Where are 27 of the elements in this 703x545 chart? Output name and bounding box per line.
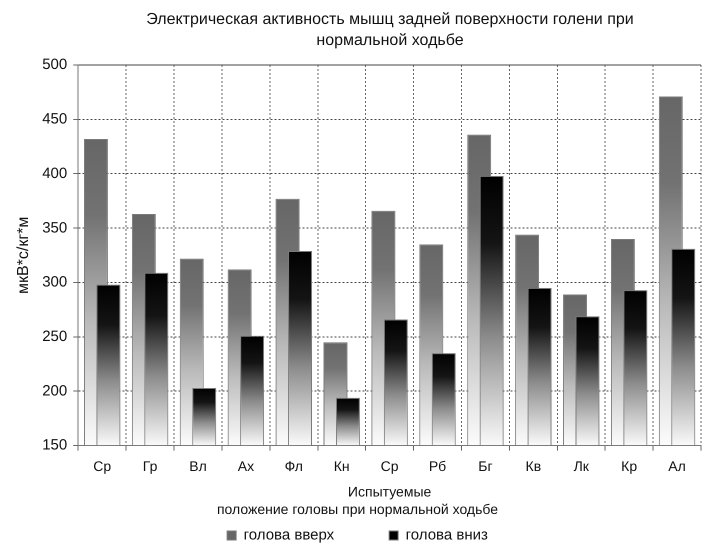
x-tick-label: Вл <box>189 458 207 474</box>
legend-title: положение головы при нормальной ходьбе <box>216 501 498 518</box>
x-tick-label: Лк <box>574 458 590 474</box>
legend-label: голова вверх <box>244 526 335 544</box>
x-tick-label: Кн <box>334 458 350 474</box>
x-tick-label: Гр <box>142 458 158 474</box>
x-tick-label: Кв <box>526 458 542 474</box>
y-tick-label: 450 <box>42 110 68 128</box>
x-tick-label: Кр <box>621 458 638 474</box>
x-tick-label: Бг <box>478 458 493 474</box>
y-axis-title: мкВ*с/кг*м <box>15 216 32 294</box>
y-tick-label: 500 <box>42 56 68 74</box>
legend-label: голова вниз <box>406 526 488 544</box>
x-tick-label: Ср <box>93 458 112 474</box>
x-tick-label: Ср <box>380 458 399 474</box>
x-tick-label: Фл <box>284 458 303 474</box>
y-tick-label: 150 <box>42 436 68 454</box>
y-tick-label: 250 <box>42 328 68 345</box>
y-tick-label: 300 <box>42 274 68 291</box>
y-tick-label: 350 <box>42 219 68 236</box>
x-tick-label: Ал <box>668 458 686 474</box>
x-tick-label: Ах <box>238 458 254 474</box>
y-tick-label: 400 <box>42 164 68 182</box>
chart-title: Электрическая активность мышц задней поверхности голени при нормальной ходьбе <box>145 10 635 51</box>
y-tick-label: 200 <box>42 382 68 400</box>
x-axis-title: Испытуемые <box>348 484 432 500</box>
x-tick-label: Рб <box>428 458 446 474</box>
